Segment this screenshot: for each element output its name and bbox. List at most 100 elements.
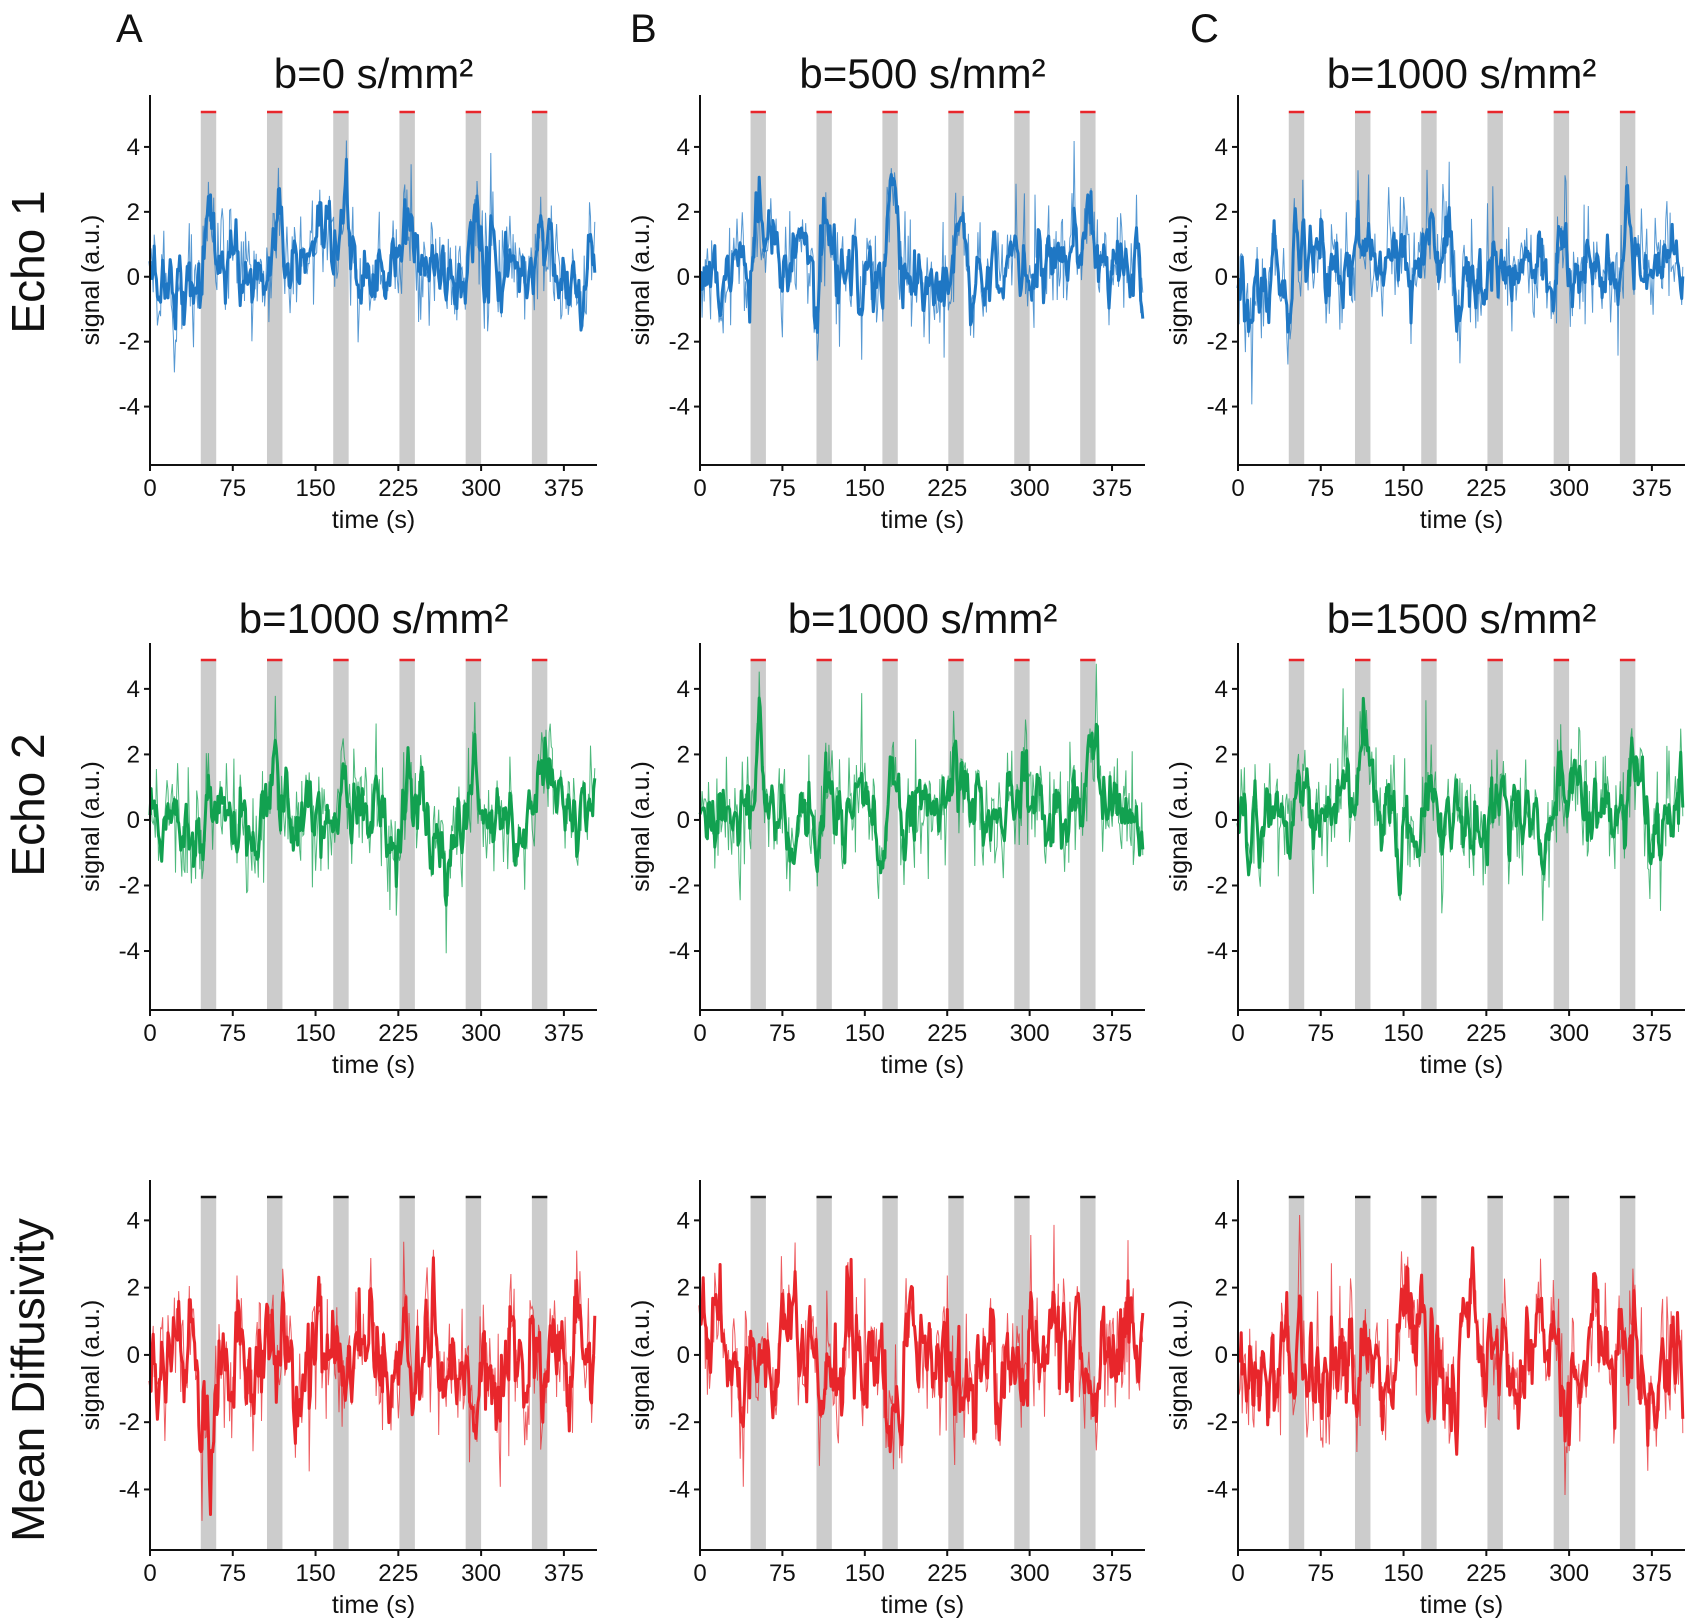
y-tick-label: 0 — [677, 807, 690, 834]
figure-labels: A B C Echo 1 Echo 2 Mean Diffusivity — [2, 7, 1219, 1542]
x-tick-label: 0 — [143, 1020, 156, 1047]
panel-letter-c: C — [1190, 7, 1219, 51]
y-tick-label: 0 — [677, 264, 690, 291]
y-tick-label: 4 — [127, 1207, 140, 1234]
stimulus-block — [816, 113, 832, 464]
signal-trace-raw — [1237, 688, 1684, 921]
y-axis-label: signal (a.u.) — [1165, 1300, 1193, 1431]
y-tick-label: 2 — [677, 1275, 690, 1302]
signal-trace-mean — [1236, 1246, 1685, 1456]
signal-trace-mean — [1236, 183, 1685, 334]
y-tick-label: 2 — [677, 199, 690, 226]
x-tick-label: 375 — [544, 1560, 584, 1587]
y-tick-label: -4 — [1207, 1476, 1228, 1503]
x-tick-label: 300 — [1549, 1560, 1589, 1587]
stimulus-block — [465, 113, 482, 464]
x-tick-label: 225 — [378, 475, 418, 502]
x-tick-label: 300 — [1549, 475, 1589, 502]
stimulus-block — [1014, 661, 1030, 1009]
y-tick-label: 0 — [677, 1342, 690, 1369]
row-label-echo-2: Echo 2 — [2, 733, 54, 876]
x-tick-label: 150 — [1384, 1020, 1424, 1047]
x-tick-label: 0 — [693, 1560, 706, 1587]
y-tick-label: 2 — [1215, 1275, 1228, 1302]
y-axis-label: signal (a.u.) — [77, 761, 105, 892]
x-tick-label: 150 — [296, 1560, 336, 1587]
y-tick-label: 4 — [1215, 676, 1228, 703]
row-label-mean-diffusivity: Mean Diffusivity — [2, 1218, 54, 1542]
x-tick-label: 75 — [219, 1560, 246, 1587]
x-tick-label: 75 — [219, 475, 246, 502]
y-tick-label: 2 — [127, 1275, 140, 1302]
stimulus-block — [1354, 113, 1371, 464]
stimulus-block — [1288, 661, 1305, 1009]
y-tick-label: 0 — [1215, 264, 1228, 291]
stimulus-block — [1619, 113, 1636, 464]
x-axis-label: time (s) — [1420, 1051, 1503, 1079]
x-tick-label: 375 — [1632, 1560, 1672, 1587]
x-tick-label: 225 — [1466, 1560, 1506, 1587]
x-tick-label: 0 — [1231, 1020, 1244, 1047]
panel-echo-1-c: b=1000 s/mm² -4 -2 0 2 4 0 75 150 225 300 375 time (… — [1165, 50, 1685, 534]
x-tick-label: 75 — [769, 475, 796, 502]
x-tick-label: 75 — [1307, 1020, 1334, 1047]
y-tick-label: -4 — [1207, 394, 1228, 421]
x-axis-label: time (s) — [332, 1051, 415, 1079]
y-tick-label: -4 — [119, 394, 140, 421]
y-tick-label: 0 — [127, 807, 140, 834]
stimulus-block — [948, 113, 964, 464]
stimulus-block — [948, 661, 964, 1009]
x-tick-label: 0 — [143, 1560, 156, 1587]
y-tick-label: 4 — [127, 676, 140, 703]
x-axis-label: time (s) — [332, 506, 415, 534]
signal-trace-mean — [698, 1257, 1145, 1454]
panel-echo-2-b: b=1000 s/mm² -4 -2 0 2 4 0 75 150 225 300 375 time (… — [627, 595, 1145, 1079]
stimulus-block — [1553, 1198, 1570, 1549]
x-axis-label: time (s) — [332, 1591, 415, 1619]
stimulus-block — [1288, 113, 1305, 464]
stimulus-block — [1080, 113, 1096, 464]
stimulus-block — [531, 113, 548, 464]
stimulus-block — [465, 661, 482, 1009]
y-tick-label: -4 — [119, 1476, 140, 1503]
y-tick-label: 2 — [1215, 741, 1228, 768]
panel-echo-1-c-title: b=1000 s/mm² — [1327, 50, 1597, 97]
y-axis-label: signal (a.u.) — [77, 1300, 105, 1431]
y-tick-label: 0 — [1215, 807, 1228, 834]
signal-trace-mean — [148, 157, 597, 332]
stimulus-block — [399, 661, 415, 1009]
x-tick-label: 375 — [1092, 1560, 1132, 1587]
y-tick-label: 0 — [1215, 1342, 1228, 1369]
signal-trace-mean — [148, 732, 597, 907]
y-tick-label: -2 — [119, 872, 140, 899]
y-tick-label: -2 — [1207, 1409, 1228, 1436]
stimulus-block — [1553, 113, 1570, 464]
x-axis-label: time (s) — [1420, 506, 1503, 534]
x-tick-label: 225 — [927, 1560, 967, 1587]
panels: b=0 s/mm² -4 -2 0 2 4 0 75 150 225 300 375 time (s) s… — [77, 50, 1685, 1619]
x-tick-label: 300 — [1549, 1020, 1589, 1047]
x-tick-label: 150 — [845, 1560, 885, 1587]
panel-echo-1-a-title: b=0 s/mm² — [274, 50, 474, 97]
signal-trace-mean — [698, 696, 1145, 875]
stimulus-block — [333, 661, 349, 1009]
x-tick-label: 0 — [143, 475, 156, 502]
x-tick-label: 225 — [1466, 475, 1506, 502]
panel-mean-diffusivity-a: -4 -2 0 2 4 0 75 150 225 300 375 time (s) signal (a.… — [77, 1180, 597, 1619]
panel-echo-1-b: b=500 s/mm² -4 -2 0 2 4 0 75 150 225 300 375 time (s… — [627, 50, 1145, 534]
y-tick-label: 2 — [127, 741, 140, 768]
y-tick-label: -2 — [119, 1409, 140, 1436]
y-tick-label: -2 — [119, 329, 140, 356]
panel-letter-a: A — [116, 7, 143, 51]
signal-trace-mean — [148, 1256, 597, 1516]
x-axis-label: time (s) — [881, 1051, 964, 1079]
y-tick-label: 4 — [677, 134, 690, 161]
x-tick-label: 150 — [1384, 1560, 1424, 1587]
stimulus-block — [1487, 113, 1503, 464]
row-label-echo-1: Echo 1 — [2, 190, 54, 333]
x-axis-label: time (s) — [881, 1591, 964, 1619]
y-tick-label: 2 — [677, 741, 690, 768]
x-tick-label: 300 — [461, 475, 501, 502]
x-tick-label: 300 — [1010, 1020, 1050, 1047]
x-tick-label: 0 — [1231, 475, 1244, 502]
